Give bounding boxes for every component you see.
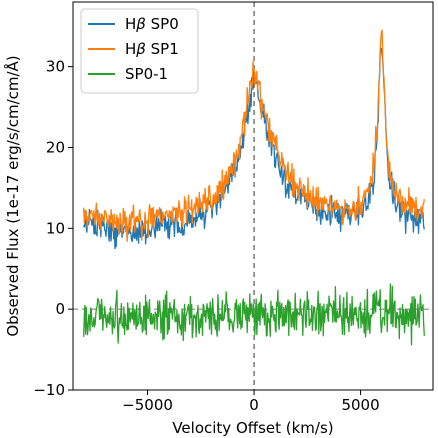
plot-frame xyxy=(72,1,434,391)
y-tick-label: 10 xyxy=(46,219,65,237)
x-tick-label: −5000 xyxy=(122,396,173,414)
y-tick-label: 0 xyxy=(55,300,65,318)
x-axis-ticks: −5000 0 5000 xyxy=(122,390,380,414)
legend-label-0: Hβ SP0 xyxy=(125,15,179,33)
x-tick-label: 0 xyxy=(249,396,259,414)
series-line-1 xyxy=(83,29,425,242)
y-tick-label: −10 xyxy=(33,381,65,399)
x-axis-label: Velocity Offset (km/s) xyxy=(172,419,333,437)
y-axis-ticks: −10 0 10 20 30 xyxy=(33,58,73,399)
series-group xyxy=(83,29,425,346)
x-tick-label: 5000 xyxy=(341,396,379,414)
legend-label-1: Hβ SP1 xyxy=(125,40,179,58)
legend: Hβ SP0 Hβ SP1 SP0-1 xyxy=(80,8,199,94)
y-tick-label: 30 xyxy=(46,58,65,76)
plot-area xyxy=(73,2,433,390)
legend-box xyxy=(80,8,199,94)
series-line-2 xyxy=(83,283,425,346)
y-tick-label: 20 xyxy=(46,139,65,157)
legend-label-2: SP0-1 xyxy=(125,65,168,83)
y-axis-label: Observed Flux (1e-17 erg/s/cm/cm/Å) xyxy=(3,55,22,336)
